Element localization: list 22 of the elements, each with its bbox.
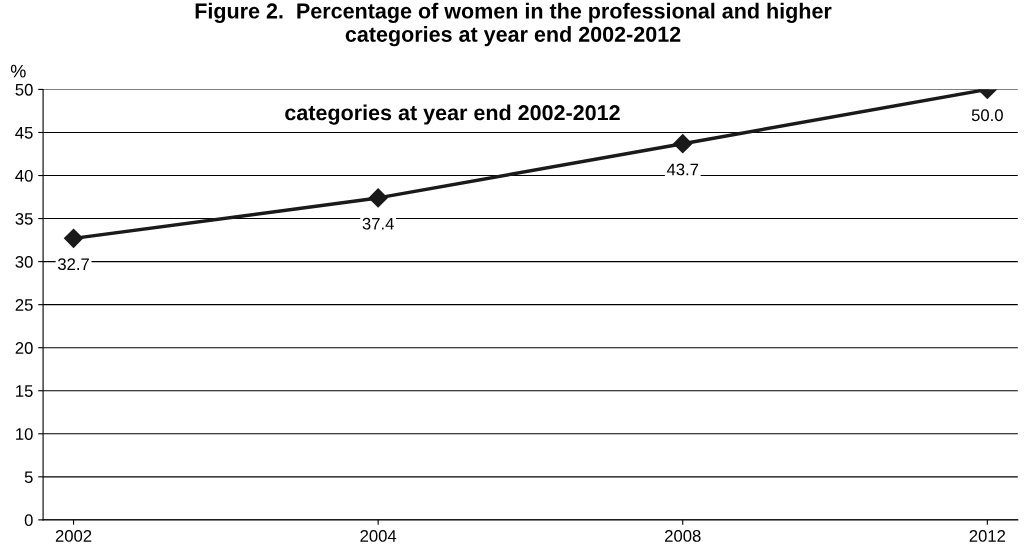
x-tick-label: 2004: [360, 530, 397, 542]
y-tick-label: 10: [16, 428, 33, 440]
y-tick-label: 40: [15, 169, 33, 182]
y-tick-label: 45: [15, 127, 33, 139]
y-tick-label: 25: [15, 299, 33, 311]
y-tick-label: 5: [24, 471, 33, 484]
text: 37.4: [362, 217, 394, 230]
x-tick-label: 2012: [969, 530, 1006, 542]
text: 50.0: [971, 109, 1003, 122]
y-tick-label: 30: [15, 256, 33, 268]
y-tick-label: 50: [15, 83, 33, 96]
x-tick-label: 2002: [55, 530, 92, 542]
x-tick-label: 2008: [665, 530, 701, 542]
y-tick-label: 35: [15, 212, 33, 225]
text: 43.7: [666, 163, 699, 176]
y-tick-label: 20: [15, 342, 33, 354]
y-axis-title: %: [10, 64, 26, 78]
chart-title: Figure 2. Percentage of women in the professional and higher categories at year end 2002-2012: [195, 2, 832, 47]
y-tick-label: 0: [24, 514, 33, 527]
text: 32.7: [57, 258, 89, 271]
annotation: categories at year end 2002-2012: [285, 104, 620, 125]
y-tick-label: 15: [16, 385, 33, 397]
